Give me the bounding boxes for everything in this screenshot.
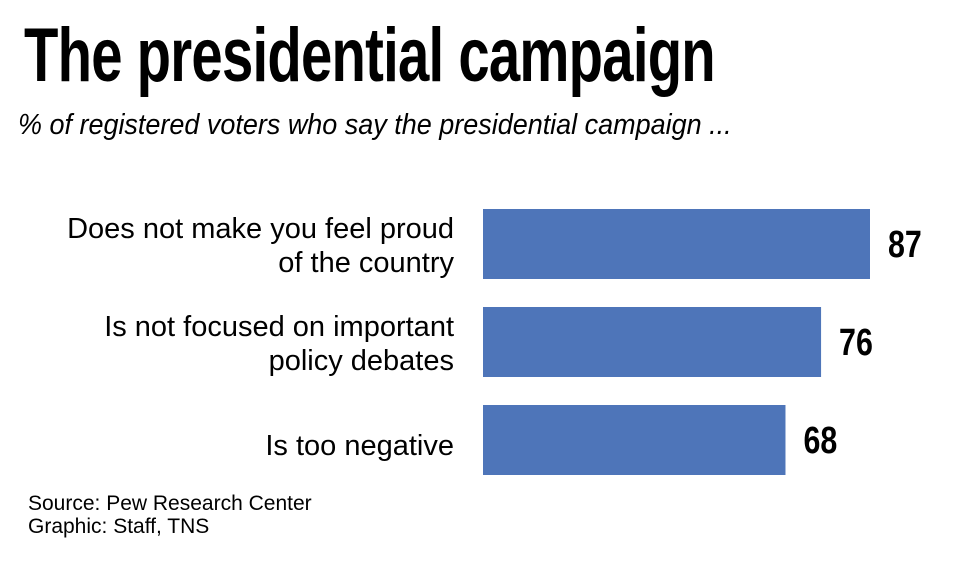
value-label-1: 76 xyxy=(839,322,873,364)
bar-2 xyxy=(483,405,786,475)
category-label-2: Is too negative xyxy=(265,430,454,462)
category-label-1: Is not focused on important policy debat… xyxy=(104,311,454,377)
source-text: Source: Pew Research Center xyxy=(28,492,312,515)
credit-text: Graphic: Staff, TNS xyxy=(28,515,210,538)
category-label-0: Does not make you feel proud of the coun… xyxy=(67,213,454,279)
source-note: Source: Pew Research Center Graphic: Sta… xyxy=(28,492,312,538)
value-label-0: 87 xyxy=(888,224,922,266)
chart-title: The presidential campaign xyxy=(24,13,716,98)
value-label-2: 68 xyxy=(803,420,837,462)
bar-0 xyxy=(483,209,870,279)
bar-1 xyxy=(483,307,822,377)
chart-subtitle: % of registered voters who say the presi… xyxy=(18,109,732,141)
